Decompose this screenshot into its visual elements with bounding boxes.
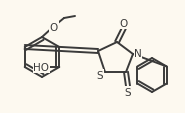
Text: HO: HO bbox=[33, 62, 49, 72]
Text: O: O bbox=[50, 23, 58, 33]
Text: S: S bbox=[97, 70, 103, 80]
Text: O: O bbox=[120, 19, 128, 29]
Text: N: N bbox=[134, 49, 142, 59]
Text: S: S bbox=[125, 87, 131, 97]
